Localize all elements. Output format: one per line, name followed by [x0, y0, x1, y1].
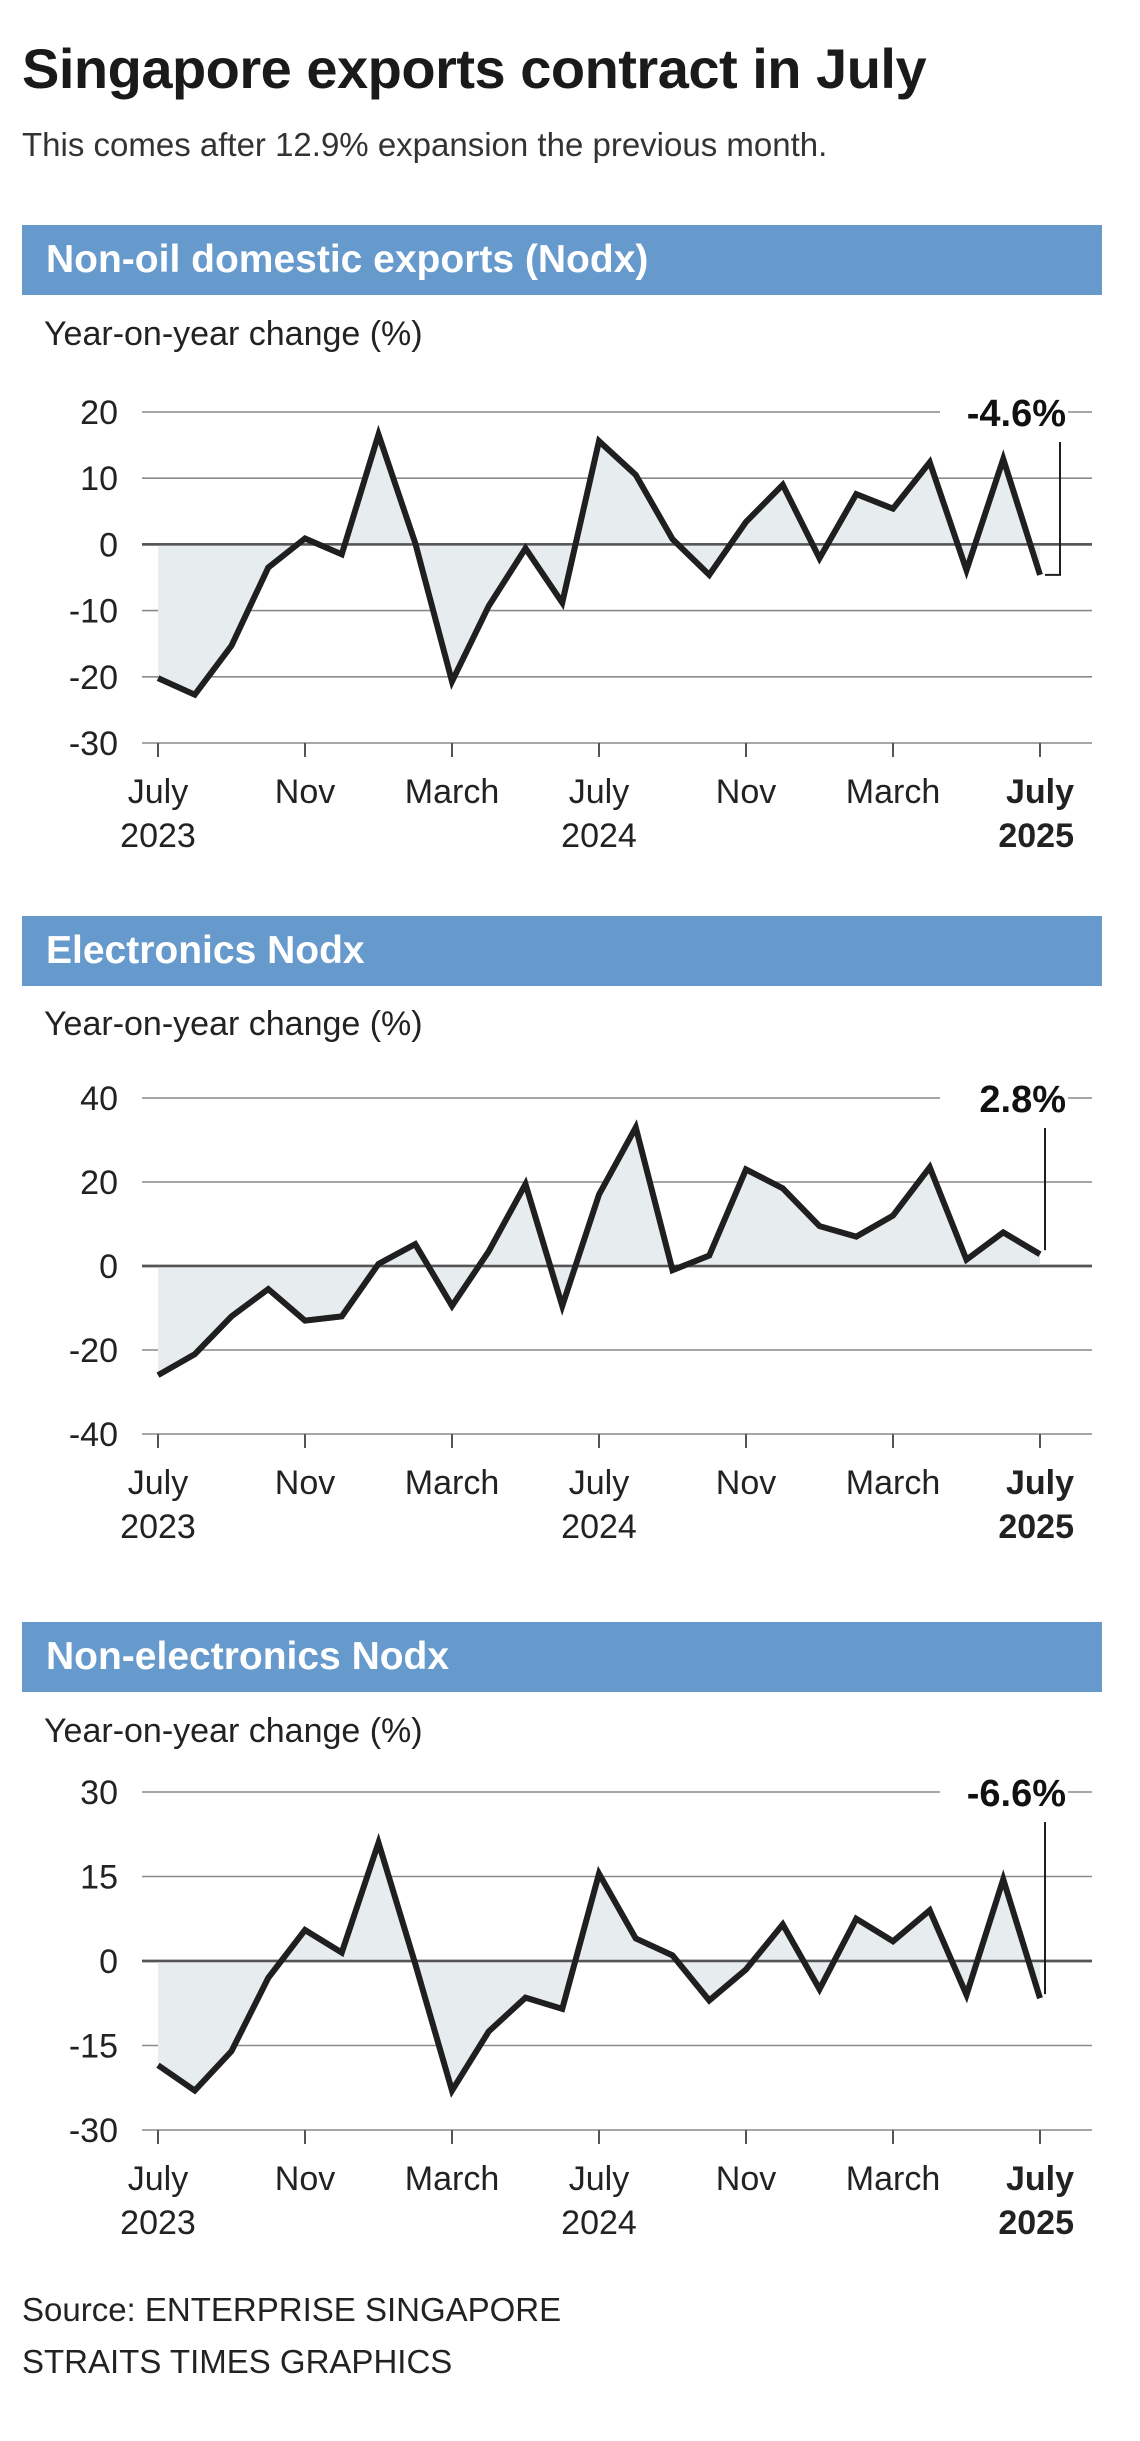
- non-electronics-chart-series-line: [156, 1832, 1043, 2098]
- nodx-chart-y-tick-label: 0: [99, 526, 118, 564]
- electronics-panel-header: Electronics Nodx: [22, 916, 1102, 986]
- non-electronics-chart-x-tick-year-label: 2025: [998, 2204, 1074, 2242]
- nodx-y-axis-label: Year-on-year change (%): [44, 315, 423, 353]
- electronics-chart-annotation-bg: [940, 1072, 1068, 1118]
- electronics-chart-area-fill: [158, 1127, 1040, 1376]
- electronics-chart-x-tick-year-label: 2023: [120, 1508, 196, 1546]
- nodx-chart-x-tick-label: July: [1006, 773, 1074, 811]
- nodx-chart-x-tick-year-label: 2025: [998, 817, 1074, 855]
- electronics-chart-x-tick-year-label: 2025: [998, 1508, 1074, 1546]
- electronics-chart-x-tick-label: March: [846, 1464, 940, 1502]
- non-electronics-chart-x-tick-label: Nov: [716, 2160, 776, 2198]
- nodx-chart-y-tick-label: -30: [69, 725, 118, 763]
- nodx-chart-annotation-bg: [940, 386, 1068, 432]
- source-credit: Source: ENTERPRISE SINGAPORE STRAITS TIM…: [22, 2284, 561, 2388]
- non-electronics-chart-x-tick-label: Nov: [275, 2160, 335, 2198]
- non-electronics-y-axis-label: Year-on-year change (%): [44, 1712, 423, 1750]
- page-title: Singapore exports contract in July: [22, 37, 927, 100]
- electronics-chart-series-line: [156, 1119, 1042, 1378]
- nodx-chart-series-line: [156, 424, 1043, 699]
- electronics-chart-x-tick-label: Nov: [716, 1464, 776, 1502]
- page-subtitle: This comes after 12.9% expansion the pre…: [22, 126, 828, 163]
- electronics-chart-y-tick-label: 0: [99, 1248, 118, 1286]
- non-electronics-chart: 30 15 0 -15 -30 -6.6% July 2023 Nov March July 2024…: [69, 1766, 1092, 2242]
- non-electronics-chart-x-tick-label: March: [405, 2160, 499, 2198]
- electronics-chart: 40 20 0 -20 -40 2.8% July 2023 Nov March July 2024 N…: [69, 1072, 1092, 1546]
- non-electronics-chart-y-tick-label: -15: [69, 2028, 118, 2066]
- non-electronics-chart-x-tick-label: July: [1006, 2160, 1074, 2198]
- nodx-chart-y-tick-label: -10: [69, 593, 118, 631]
- non-electronics-chart-area-fill: [158, 1842, 1040, 2091]
- non-electronics-chart-y-tick-label: 0: [99, 1943, 118, 1981]
- nodx-chart-y-tick-label: -20: [69, 659, 118, 697]
- non-electronics-chart-y-tick-label: -30: [69, 2112, 118, 2150]
- electronics-chart-annotation-label: 2.8%: [979, 1079, 1066, 1121]
- nodx-chart-x-tick-year-label: 2023: [120, 817, 196, 855]
- non-electronics-chart-x-tick-label: July: [128, 2160, 188, 2198]
- electronics-chart-y-tick-label: -40: [69, 1416, 118, 1454]
- non-electronics-chart-x-tick-year-label: 2024: [561, 2204, 637, 2242]
- nodx-chart-x-tick-year-label: 2024: [561, 817, 637, 855]
- electronics-y-axis-label: Year-on-year change (%): [44, 1005, 423, 1043]
- source-line: Source: ENTERPRISE SINGAPORE: [22, 2291, 562, 2328]
- graphics-credit-line: STRAITS TIMES GRAPHICS: [22, 2343, 453, 2380]
- nodx-chart-x-tick-label: Nov: [716, 773, 776, 811]
- non-electronics-chart-y-tick-label: 15: [80, 1859, 118, 1897]
- non-electronics-chart-x-tick-label: July: [569, 2160, 629, 2198]
- non-electronics-chart-annotation-label: -6.6%: [967, 1773, 1066, 1815]
- non-electronics-chart-y-tick-label: 30: [80, 1774, 118, 1812]
- nodx-chart-x-tick-label: July: [569, 773, 629, 811]
- electronics-chart-x-tick-label: Nov: [275, 1464, 335, 1502]
- non-electronics-chart-x-tick-year-label: 2023: [120, 2204, 196, 2242]
- nodx-chart-annotation-leader: [1045, 442, 1061, 576]
- electronics-chart-y-tick-label: 20: [80, 1164, 118, 1202]
- non-electronics-chart-x-tick-label: March: [846, 2160, 940, 2198]
- nodx-chart: 20 10 0 -10 -20 -30 -4.6% July 2023 Nov March July 2…: [69, 386, 1092, 855]
- nodx-chart-x-tick-label: July: [128, 773, 188, 811]
- nodx-chart-x-tick-label: March: [846, 773, 940, 811]
- electronics-chart-y-tick-label: -20: [69, 1332, 118, 1370]
- nodx-chart-y-tick-label: 20: [80, 394, 118, 432]
- nodx-chart-y-tick-label: 10: [80, 460, 118, 498]
- nodx-chart-x-tick-label: Nov: [275, 773, 335, 811]
- non-electronics-chart-annotation-bg: [940, 1766, 1068, 1812]
- nodx-chart-annotation-label: -4.6%: [967, 393, 1066, 435]
- nodx-chart-x-tick-label: March: [405, 773, 499, 811]
- electronics-chart-y-tick-label: 40: [80, 1080, 118, 1118]
- electronics-chart-x-tick-label: March: [405, 1464, 499, 1502]
- electronics-chart-x-tick-label: July: [569, 1464, 629, 1502]
- electronics-chart-x-tick-year-label: 2024: [561, 1508, 637, 1546]
- electronics-chart-x-tick-label: July: [128, 1464, 188, 1502]
- nodx-chart-area-fill: [158, 434, 1040, 695]
- non-electronics-panel-header: Non-electronics Nodx: [22, 1622, 1102, 1692]
- electronics-chart-x-tick-label: July: [1006, 1464, 1074, 1502]
- nodx-panel-header: Non-oil domestic exports (Nodx): [22, 225, 1102, 295]
